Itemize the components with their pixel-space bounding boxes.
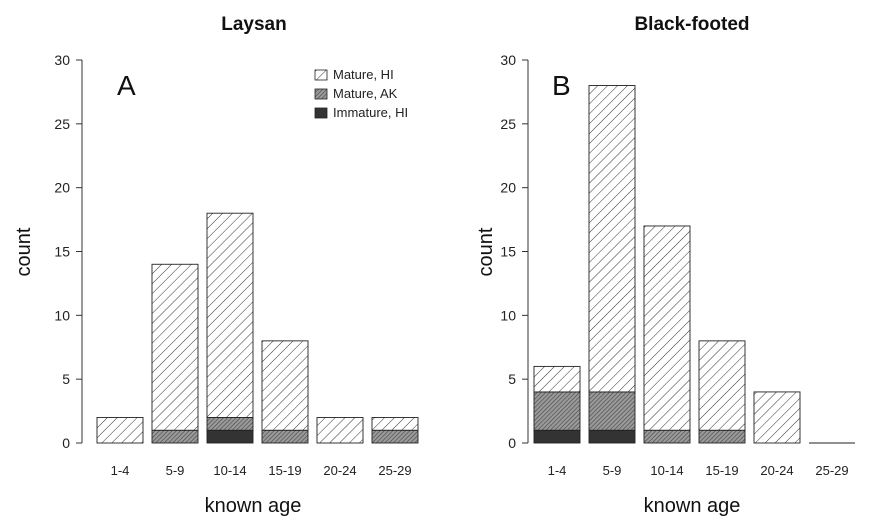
x-tick-label: 15-19 [268,463,301,478]
black-footed-y-axis-label: count [475,227,497,276]
y-tick-label: 25 [500,116,516,132]
x-tick-label: 1-4 [548,463,567,478]
black-footed-title: Black-footed [634,14,749,35]
x-tick-label: 20-24 [760,463,793,478]
bar-1-4-mature-hi [96,417,144,444]
bar-25-29-mature-ak [371,429,419,444]
legend-swatch-mature-hi [314,69,328,81]
black-footed-panel: Black-footed B known age count 0 5 10 15 20 2… [475,14,855,517]
laysan-title: Laysan [221,14,286,35]
y-tick-label: 5 [508,371,516,387]
black-footed-x-ticks: 1-4 5-9 10-14 15-19 20-24 25-29 [548,463,849,478]
black-footed-y-axis: 0 5 10 15 20 25 30 [500,52,529,451]
laysan-x-axis-label: known age [205,495,302,517]
laysan-bars [96,212,419,444]
x-tick-label: 5-9 [166,463,185,478]
bar-10-14-mature-ak [206,417,254,431]
bar-20-24-mature-hi [316,417,364,444]
black-footed-bars [533,85,855,444]
y-tick-label: 15 [54,244,70,260]
laysan-y-axis: 0 5 10 15 20 25 30 [54,52,83,451]
bar-5-9-immature-hi [588,429,636,444]
panel-label-b: B [552,70,571,101]
bar-10-14-immature-hi [206,429,254,444]
y-tick-label: 0 [508,435,516,451]
bar-1-4-mature-ak [533,391,581,431]
laysan-y-axis-label: count [13,227,35,276]
y-tick-label: 0 [62,435,70,451]
y-tick-label: 20 [500,180,516,196]
legend-swatch-mature-ak [314,88,328,100]
black-footed-x-axis-label: known age [644,495,741,517]
x-tick-label: 20-24 [323,463,356,478]
bar-10-14-mature-hi [643,225,691,431]
bar-5-9-mature-hi [151,263,199,431]
y-tick-label: 30 [54,52,70,68]
x-tick-label: 10-14 [213,463,246,478]
legend-label-mature-hi: Mature, HI [333,67,394,82]
bar-10-14-mature-hi [206,212,254,418]
bar-15-19-mature-ak [698,429,746,444]
y-tick-label: 10 [54,307,70,323]
legend-swatch-immature-hi [314,107,328,119]
y-tick-label: 20 [54,180,70,196]
legend-label-mature-ak: Mature, AK [333,86,398,101]
bar-15-19-mature-ak [261,429,309,444]
bar-20-24-mature-hi [753,391,801,444]
y-tick-label: 25 [54,116,70,132]
y-tick-label: 30 [500,52,516,68]
x-tick-label: 25-29 [378,463,411,478]
bar-15-19-mature-hi [698,340,746,431]
x-tick-label: 10-14 [650,463,683,478]
bar-5-9-mature-ak [151,429,199,444]
y-tick-label: 5 [62,371,70,387]
laysan-panel: Laysan A known age count 0 5 10 15 20 25 30 1-… [13,14,419,517]
y-tick-label: 15 [500,244,516,260]
bar-1-4-immature-hi [533,429,581,444]
x-tick-label: 5-9 [603,463,622,478]
bar-15-19-mature-hi [261,340,309,431]
x-tick-label: 25-29 [815,463,848,478]
x-tick-label: 15-19 [705,463,738,478]
legend: Mature, HI Mature, AK Immature, HI [314,67,408,120]
x-tick-label: 1-4 [111,463,130,478]
legend-label-immature-hi: Immature, HI [333,105,408,120]
y-tick-label: 10 [500,307,516,323]
bar-5-9-mature-hi [588,85,636,393]
bar-25-29-mature-hi [371,417,419,431]
bar-1-4-mature-hi [533,365,581,393]
laysan-x-ticks: 1-4 5-9 10-14 15-19 20-24 25-29 [111,463,412,478]
panel-label-a: A [117,70,136,101]
bar-10-14-mature-ak [643,429,691,444]
bar-5-9-mature-ak [588,391,636,431]
